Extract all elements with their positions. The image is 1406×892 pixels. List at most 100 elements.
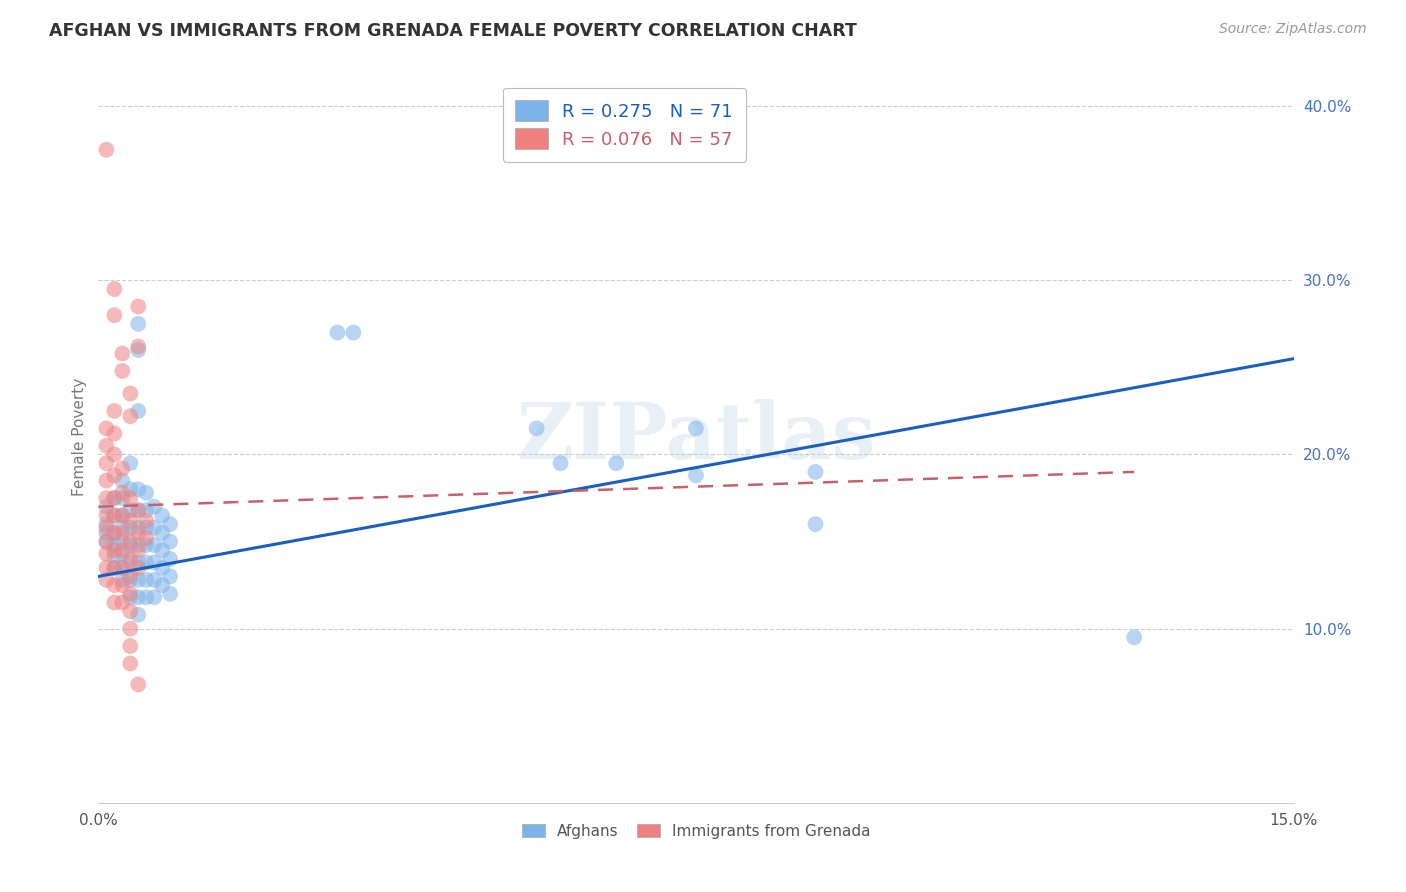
Point	[111, 491, 134, 505]
Point	[103, 491, 125, 505]
Point	[135, 573, 157, 587]
Point	[127, 503, 149, 517]
Point	[135, 485, 157, 500]
Point	[550, 456, 572, 470]
Y-axis label: Female Poverty: Female Poverty	[72, 378, 87, 496]
Point	[103, 426, 125, 441]
Point	[111, 560, 134, 574]
Point	[120, 386, 142, 401]
Legend: Afghans, Immigrants from Grenada: Afghans, Immigrants from Grenada	[515, 816, 877, 847]
Point	[120, 409, 142, 424]
Point	[135, 556, 157, 570]
Point	[103, 538, 125, 552]
Point	[96, 500, 118, 514]
Point	[150, 525, 173, 540]
Text: AFGHAN VS IMMIGRANTS FROM GRENADA FEMALE POVERTY CORRELATION CHART: AFGHAN VS IMMIGRANTS FROM GRENADA FEMALE…	[49, 22, 858, 40]
Point	[103, 491, 125, 505]
Point	[111, 573, 134, 587]
Point	[127, 525, 149, 540]
Point	[111, 461, 134, 475]
Point	[96, 573, 118, 587]
Point	[96, 517, 118, 532]
Point	[326, 326, 349, 340]
Point	[143, 521, 166, 535]
Point	[127, 404, 149, 418]
Point	[120, 456, 142, 470]
Point	[103, 578, 125, 592]
Point	[127, 543, 149, 558]
Point	[103, 560, 125, 574]
Point	[159, 534, 181, 549]
Point	[143, 556, 166, 570]
Point	[111, 525, 134, 540]
Point	[120, 587, 142, 601]
Point	[96, 456, 118, 470]
Point	[120, 622, 142, 636]
Point	[120, 534, 142, 549]
Point	[143, 500, 166, 514]
Point	[685, 421, 707, 435]
Point	[143, 538, 166, 552]
Point	[526, 421, 548, 435]
Point	[111, 534, 134, 549]
Point	[111, 346, 134, 360]
Point	[1123, 631, 1146, 645]
Point	[135, 521, 157, 535]
Point	[111, 547, 134, 561]
Point	[685, 468, 707, 483]
Point	[127, 339, 149, 353]
Point	[120, 569, 142, 583]
Point	[103, 308, 125, 322]
Point	[120, 657, 142, 671]
Point	[159, 569, 181, 583]
Point	[120, 604, 142, 618]
Point	[135, 503, 157, 517]
Point	[120, 556, 142, 570]
Point	[150, 560, 173, 574]
Point	[127, 300, 149, 314]
Point	[103, 525, 125, 540]
Point	[342, 326, 364, 340]
Point	[120, 573, 142, 587]
Point	[127, 677, 149, 691]
Point	[96, 560, 118, 574]
Point	[143, 573, 166, 587]
Point	[127, 607, 149, 622]
Point	[103, 595, 125, 609]
Point	[120, 503, 142, 517]
Point	[127, 343, 149, 357]
Point	[120, 521, 142, 535]
Point	[96, 525, 118, 540]
Point	[135, 538, 157, 552]
Point	[96, 439, 118, 453]
Point	[159, 587, 181, 601]
Point	[150, 508, 173, 523]
Point	[120, 591, 142, 605]
Point	[96, 421, 118, 435]
Point	[159, 517, 181, 532]
Point	[96, 508, 118, 523]
Point	[96, 474, 118, 488]
Point	[150, 543, 173, 558]
Point	[103, 549, 125, 563]
Point	[605, 456, 627, 470]
Point	[96, 491, 118, 505]
Point	[159, 552, 181, 566]
Point	[120, 514, 142, 528]
Point	[135, 514, 157, 528]
Point	[127, 573, 149, 587]
Point	[96, 534, 118, 549]
Point	[111, 521, 134, 535]
Point	[127, 591, 149, 605]
Point	[120, 483, 142, 497]
Point	[143, 591, 166, 605]
Point	[150, 578, 173, 592]
Point	[103, 543, 125, 558]
Point	[120, 639, 142, 653]
Point	[96, 534, 118, 549]
Point	[127, 560, 149, 574]
Point	[120, 491, 142, 505]
Point	[111, 474, 134, 488]
Point	[103, 404, 125, 418]
Point	[135, 531, 157, 545]
